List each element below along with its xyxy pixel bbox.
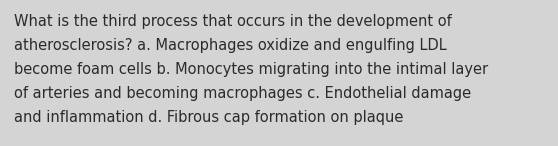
Text: and inflammation d. Fibrous cap formation on plaque: and inflammation d. Fibrous cap formatio…	[14, 110, 403, 125]
Text: become foam cells b. Monocytes migrating into the intimal layer: become foam cells b. Monocytes migrating…	[14, 62, 488, 77]
Text: What is the third process that occurs in the development of: What is the third process that occurs in…	[14, 14, 452, 29]
Text: of arteries and becoming macrophages c. Endothelial damage: of arteries and becoming macrophages c. …	[14, 86, 471, 101]
Text: atherosclerosis? a. Macrophages oxidize and engulfing LDL: atherosclerosis? a. Macrophages oxidize …	[14, 38, 447, 53]
